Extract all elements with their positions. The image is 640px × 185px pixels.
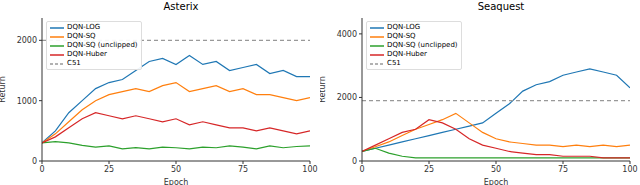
- svg-text:25: 25: [104, 165, 114, 174]
- html-text:Seaquest: Seaquest: [477, 1, 525, 12]
- html-text:DQN-Huber: DQN-Huber: [387, 50, 427, 58]
- svg-text:4000: 4000: [337, 30, 357, 39]
- svg-text:0: 0: [39, 165, 44, 174]
- html-text:DQN-SQ: DQN-SQ: [67, 32, 96, 40]
- html-text:C51: C51: [387, 59, 401, 67]
- svg-text:2000: 2000: [337, 93, 357, 102]
- html-text:DQN-LOG: DQN-LOG: [67, 23, 101, 31]
- svg-text:1000: 1000: [17, 97, 37, 106]
- svg-text:75: 75: [558, 165, 568, 174]
- html-text:DQN-LOG: DQN-LOG: [387, 23, 421, 31]
- html-text:Asterix: Asterix: [163, 1, 199, 12]
- html-text:C51: C51: [67, 59, 81, 67]
- svg-text:50: 50: [171, 165, 181, 174]
- html-text:DQN-SQ: DQN-SQ: [387, 32, 416, 40]
- svg-text:Return: Return: [320, 76, 327, 103]
- svg-text:100: 100: [622, 165, 632, 174]
- svg-text:25: 25: [424, 165, 434, 174]
- svg-text:100: 100: [302, 165, 317, 174]
- html-text:DQN-SQ (unclipped): DQN-SQ (unclipped): [387, 41, 458, 49]
- svg-text:75: 75: [238, 165, 248, 174]
- svg-text:2000: 2000: [17, 36, 37, 45]
- svg-text:Epoch: Epoch: [484, 178, 509, 185]
- html-text:DQN-Huber: DQN-Huber: [67, 50, 107, 58]
- svg-text:0: 0: [352, 157, 357, 166]
- svg-text:0: 0: [32, 157, 37, 166]
- html-text:DQN-SQ (unclipped): DQN-SQ (unclipped): [67, 41, 138, 49]
- svg-text:Epoch: Epoch: [164, 178, 189, 185]
- svg-text:50: 50: [491, 165, 501, 174]
- svg-text:0: 0: [359, 165, 364, 174]
